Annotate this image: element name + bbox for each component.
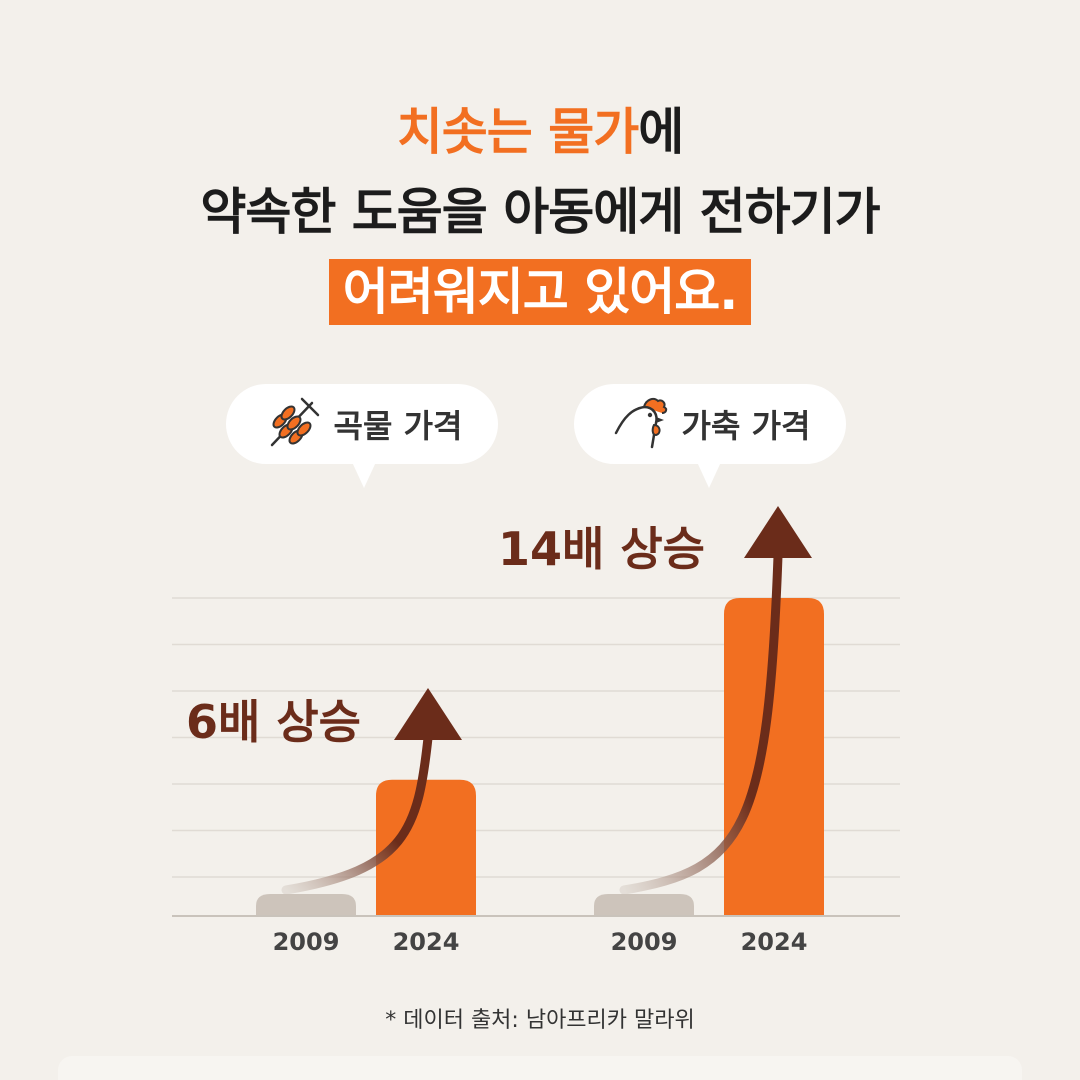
tick-label-2009: 2009 xyxy=(273,928,340,956)
growth-arrow-head xyxy=(744,506,812,558)
headline-highlight: 어려워지고 있어요. xyxy=(328,259,752,325)
livestock-price-label: 가축 가격 xyxy=(681,407,811,445)
chart-marks: 6배 상승 2009 2024 14배 상승 2009 2024 xyxy=(186,506,824,956)
tick-label-2009: 2009 xyxy=(611,928,678,956)
livestock-bubble-tail xyxy=(697,462,721,488)
headline-accent-rising: 치솟는 xyxy=(396,103,533,161)
growth-arrow xyxy=(619,551,783,895)
headline-line-1-rest: 에 xyxy=(638,103,684,161)
bar-2024 xyxy=(724,598,824,916)
livestock-price-bubble: 가축 가격 xyxy=(574,384,846,488)
growth-annotation: 6배 상승 xyxy=(186,695,361,749)
bottom-panel-edge xyxy=(58,1056,1022,1080)
headline: 치솟는 물가에 약속한 도움을 아동에게 전하기가 어려워지고 있어요. xyxy=(0,92,1080,332)
growth-arrow-head xyxy=(394,688,462,740)
wheat-icon xyxy=(270,397,319,447)
bar-2024 xyxy=(376,779,476,916)
grain-price-bubble: 곡물 가격 xyxy=(226,384,498,488)
headline-line-1: 치솟는 물가에 xyxy=(0,92,1080,172)
tick-label-2024: 2024 xyxy=(741,928,808,956)
grain-price-label: 곡물 가격 xyxy=(333,407,463,445)
growth-arrow xyxy=(281,733,433,895)
bar-2009 xyxy=(594,894,694,916)
chicken-icon xyxy=(614,398,667,449)
data-source-note: * 데이터 출처: 남아프리카 말라위 xyxy=(385,1008,695,1033)
tick-label-2024: 2024 xyxy=(393,928,460,956)
headline-accent-prices: 물가 xyxy=(548,103,639,161)
bar-2009 xyxy=(256,894,356,916)
growth-annotation: 14배 상승 xyxy=(498,522,705,576)
grain-bubble-tail xyxy=(352,462,376,488)
headline-line-2: 약속한 도움을 아동에게 전하기가 xyxy=(200,183,880,241)
